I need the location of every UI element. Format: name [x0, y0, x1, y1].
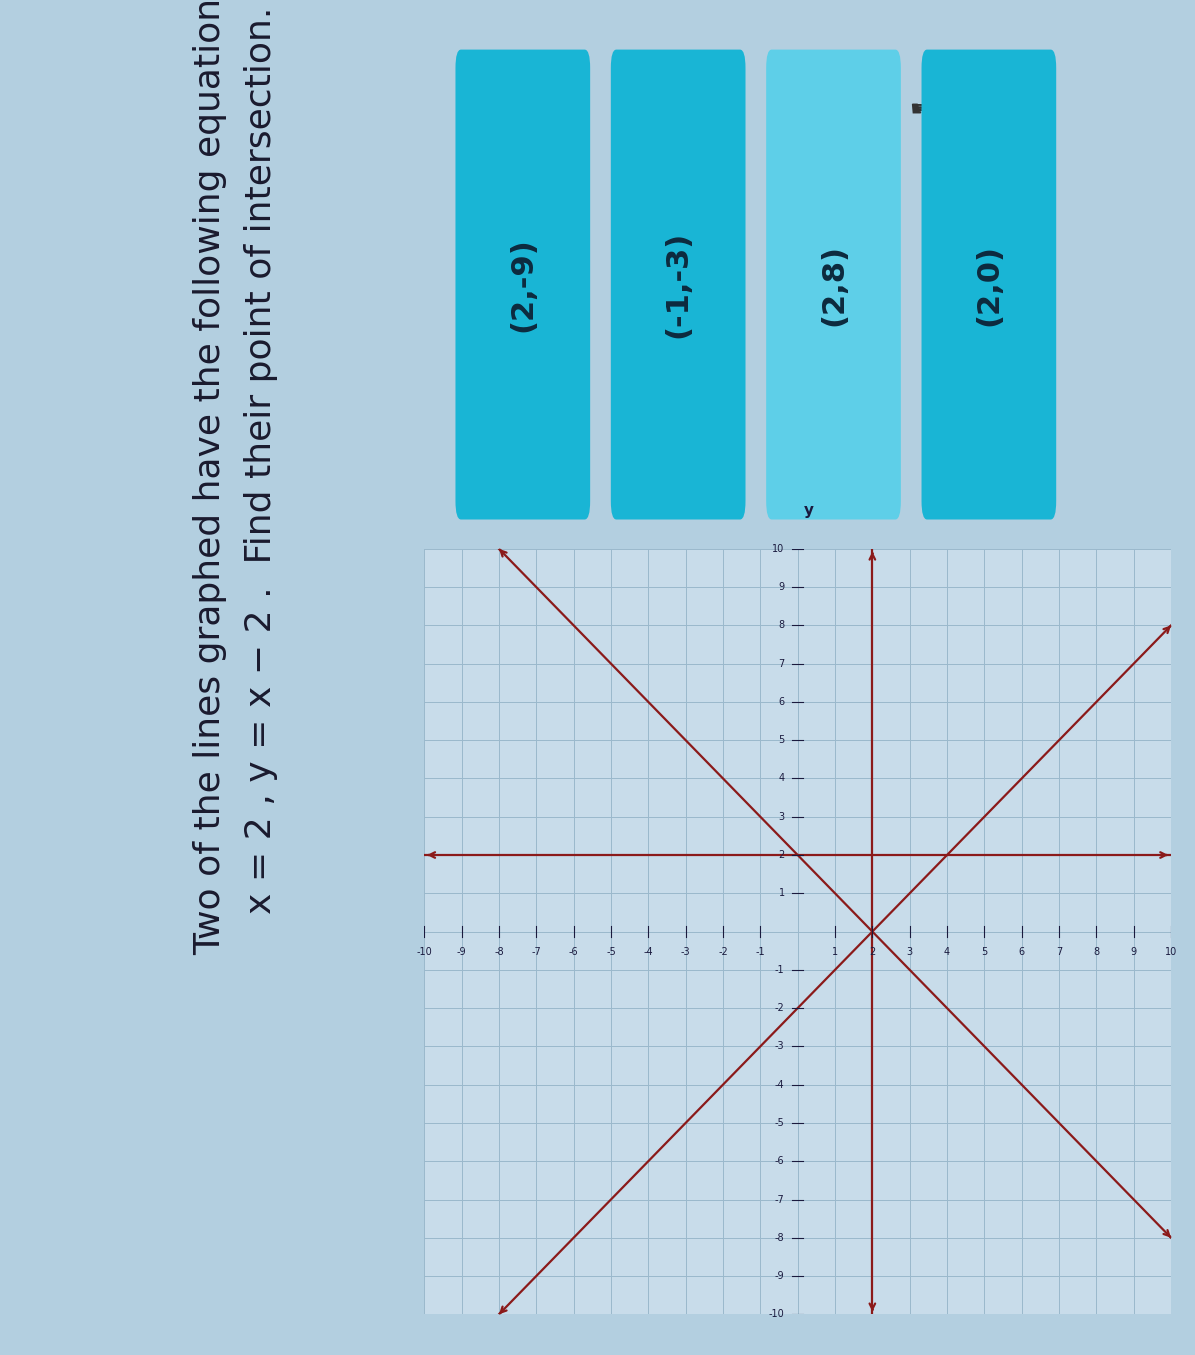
Text: ☛: ☛	[909, 99, 929, 119]
Text: -8: -8	[494, 947, 504, 957]
Text: 2: 2	[869, 947, 876, 957]
Text: 10: 10	[772, 543, 785, 554]
Text: -10: -10	[416, 947, 433, 957]
Text: -3: -3	[776, 1042, 785, 1051]
Text: 5: 5	[981, 947, 987, 957]
Text: 9: 9	[1130, 947, 1136, 957]
FancyBboxPatch shape	[766, 50, 901, 519]
Text: -6: -6	[569, 947, 578, 957]
FancyBboxPatch shape	[455, 50, 590, 519]
Text: 7: 7	[1056, 947, 1062, 957]
Text: (2,8): (2,8)	[819, 244, 848, 325]
Text: -10: -10	[768, 1309, 785, 1320]
Text: 10: 10	[1165, 947, 1177, 957]
Text: -9: -9	[456, 947, 466, 957]
Text: -1: -1	[755, 947, 765, 957]
Text: 4: 4	[944, 947, 950, 957]
FancyBboxPatch shape	[611, 50, 746, 519]
Text: 9: 9	[778, 583, 785, 592]
Text: -2: -2	[774, 1003, 785, 1014]
Text: -9: -9	[776, 1271, 785, 1280]
Text: -6: -6	[776, 1156, 785, 1167]
Text: 3: 3	[907, 947, 913, 957]
Text: 8: 8	[778, 621, 785, 630]
Text: y: y	[804, 503, 814, 518]
Text: (-1,-3): (-1,-3)	[663, 230, 693, 339]
Text: Two of the lines graphed have the following equations:
x = 2 , y = x − 2 .  Find: Two of the lines graphed have the follow…	[194, 0, 277, 955]
Text: 6: 6	[1018, 947, 1025, 957]
Text: 7: 7	[778, 659, 785, 668]
Text: (2,0): (2,0)	[974, 244, 1004, 325]
Text: (2,-9): (2,-9)	[508, 237, 538, 332]
Text: -2: -2	[718, 947, 728, 957]
FancyBboxPatch shape	[921, 50, 1056, 519]
Text: -5: -5	[606, 947, 615, 957]
Text: -3: -3	[681, 947, 691, 957]
Text: -5: -5	[774, 1118, 785, 1127]
Text: 1: 1	[832, 947, 838, 957]
Text: -8: -8	[776, 1233, 785, 1243]
Text: 2: 2	[778, 850, 785, 860]
Text: 4: 4	[778, 774, 785, 783]
Text: -7: -7	[532, 947, 541, 957]
Text: -4: -4	[776, 1080, 785, 1089]
Text: -7: -7	[774, 1195, 785, 1205]
Text: 8: 8	[1093, 947, 1099, 957]
Text: -4: -4	[643, 947, 654, 957]
Text: 5: 5	[778, 736, 785, 745]
Text: 1: 1	[778, 889, 785, 898]
Text: 3: 3	[778, 812, 785, 821]
Text: -1: -1	[776, 965, 785, 974]
Text: 6: 6	[778, 696, 785, 707]
